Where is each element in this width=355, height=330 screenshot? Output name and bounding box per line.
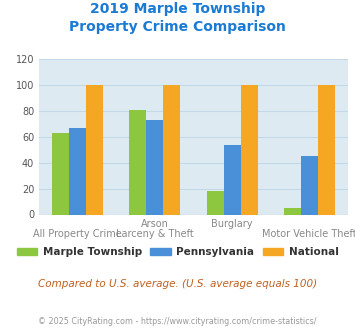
Text: Compared to U.S. average. (U.S. average equals 100): Compared to U.S. average. (U.S. average … [38,279,317,289]
Text: All Property Crime: All Property Crime [33,229,122,239]
Bar [207,191,224,214]
Bar [318,85,335,214]
Bar [146,120,163,214]
Bar [284,208,301,214]
Text: Arson: Arson [141,219,169,229]
Legend: Marple Township, Pennsylvania, National: Marple Township, Pennsylvania, National [12,243,343,261]
Bar [224,145,241,214]
Bar [129,110,146,214]
Bar [86,85,103,214]
Text: 2019 Marple Township: 2019 Marple Township [90,2,265,16]
Bar [52,133,69,214]
Bar [241,85,258,214]
Text: Burglary: Burglary [211,219,253,229]
Bar [163,85,180,214]
Bar [69,128,86,214]
Text: Property Crime Comparison: Property Crime Comparison [69,20,286,34]
Text: © 2025 CityRating.com - https://www.cityrating.com/crime-statistics/: © 2025 CityRating.com - https://www.city… [38,317,317,326]
Text: Motor Vehicle Theft: Motor Vehicle Theft [262,229,355,239]
Bar [301,156,318,214]
Text: Larceny & Theft: Larceny & Theft [116,229,194,239]
